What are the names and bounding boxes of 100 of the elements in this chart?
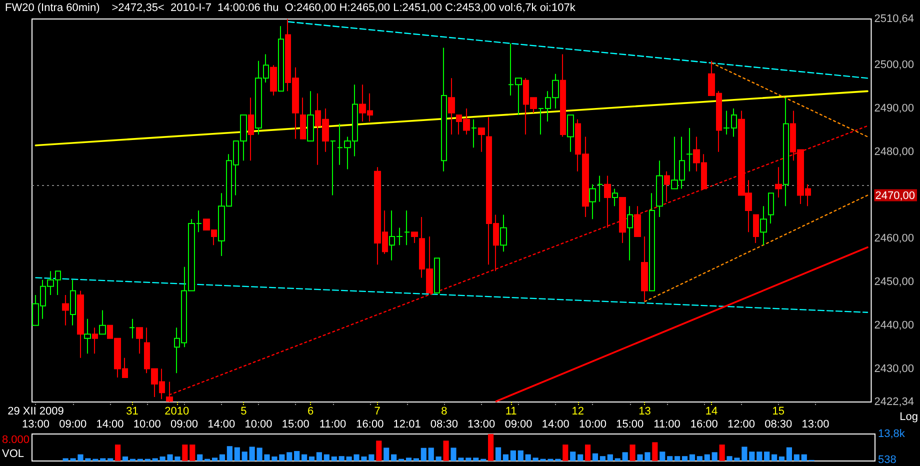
bar	[778, 456, 785, 461]
bar	[413, 458, 419, 461]
candlestick	[760, 206, 767, 246]
candlestick	[656, 160, 663, 218]
candlestick	[627, 206, 633, 261]
bar	[473, 458, 479, 461]
candlestick	[604, 175, 611, 228]
candlestick	[775, 166, 782, 198]
bar	[749, 452, 755, 461]
candlestick	[99, 310, 106, 335]
candlestick	[448, 78, 455, 136]
candlestick	[753, 214, 759, 244]
bar	[794, 454, 800, 461]
y-tick-label: 2430,00	[874, 362, 914, 375]
x-tick-label: 7	[374, 406, 380, 418]
candlestick	[567, 114, 574, 152]
bar	[570, 452, 576, 461]
bar	[384, 448, 390, 461]
bar	[592, 453, 598, 461]
bar	[502, 454, 509, 461]
candlestick	[84, 318, 91, 354]
x-tick-label: 11	[505, 406, 517, 418]
x-tick-label: 15:00	[616, 418, 644, 430]
x-tick-label: 09:00	[504, 418, 532, 430]
candlestick	[92, 327, 98, 354]
candlestick	[62, 294, 69, 326]
bar	[771, 454, 778, 461]
candlestick	[619, 196, 626, 244]
candlestick	[634, 206, 641, 237]
bar	[704, 454, 710, 461]
x-tick-label: 10:00	[133, 418, 161, 430]
bar	[197, 454, 203, 461]
x-tick-label: 13:00	[468, 418, 496, 430]
bar	[234, 447, 240, 461]
y-tick-label: 2440,00	[874, 319, 914, 332]
chart-subtitle: >2472,35< 2010-I-7 14:00:06 thu O:2460,00 H:2465,00 L:2451,00 C:2453,00 vol:6,7k oi:107k	[112, 1, 576, 16]
bar	[488, 434, 494, 461]
bar	[495, 447, 502, 461]
bar	[674, 456, 680, 461]
y-tick-label: 2470,00	[875, 190, 916, 202]
bar	[756, 452, 762, 461]
candlestick	[136, 327, 143, 354]
bar	[406, 458, 412, 461]
bar	[436, 456, 442, 461]
bar	[190, 444, 196, 461]
x-tick-label: 12	[572, 406, 584, 418]
bar	[100, 458, 106, 461]
candlestick	[641, 236, 648, 302]
x-tick-label: 14	[705, 406, 718, 418]
y-tick-label: 2480,00	[874, 146, 914, 158]
x-tick-label: 09:00	[170, 418, 198, 430]
bar	[114, 444, 121, 461]
x-tick-label: 16:00	[690, 418, 718, 430]
category-label: 15 08:30	[764, 406, 792, 430]
bar	[696, 456, 702, 461]
bar	[420, 448, 426, 461]
x-tick-label: 11:00	[654, 418, 680, 430]
candlestick	[560, 54, 566, 138]
y-tick-label: 2450,00	[874, 276, 914, 288]
bar	[331, 456, 337, 461]
bar	[652, 442, 658, 461]
bar	[764, 452, 770, 461]
x-tick-label: 14:00	[542, 418, 570, 430]
bar	[294, 451, 300, 461]
bar	[376, 440, 382, 461]
x-tick-label: 14:00	[96, 418, 124, 430]
bar	[607, 454, 613, 461]
bar	[428, 448, 434, 461]
bar	[518, 450, 524, 461]
bar	[338, 456, 344, 461]
bar	[630, 444, 636, 461]
bar	[600, 456, 606, 461]
candlestick	[129, 318, 135, 339]
x-tick-label: 2010	[164, 406, 190, 418]
bar	[324, 454, 330, 461]
candlestick	[300, 97, 306, 140]
candlestick	[783, 97, 789, 207]
x-tick-label: 09:00	[59, 418, 87, 430]
bar	[302, 454, 308, 461]
candlestick	[500, 214, 507, 252]
bar	[689, 454, 696, 461]
candlestick	[649, 192, 655, 292]
y-tick-label: 2490,00	[874, 102, 914, 115]
bar	[219, 454, 226, 461]
candlestick	[664, 170, 670, 202]
chart-title: FW20 (Intra 60min)	[5, 1, 100, 16]
x-tick-label: 5	[240, 406, 247, 418]
candlestick	[70, 279, 76, 326]
x-tick-label: 6	[307, 406, 314, 418]
bar	[510, 450, 516, 461]
bar	[286, 452, 292, 461]
candlestick	[411, 232, 418, 244]
y-tick-label: 2422,34	[874, 396, 914, 408]
text: Log	[900, 410, 918, 424]
bar	[584, 444, 591, 461]
bar	[801, 454, 807, 461]
y-tick-label: 2500,00	[874, 59, 914, 72]
text: VOL	[2, 447, 26, 461]
x-tick-label: 15:00	[282, 418, 310, 430]
y-tick-label: 2510,64	[874, 13, 914, 25]
